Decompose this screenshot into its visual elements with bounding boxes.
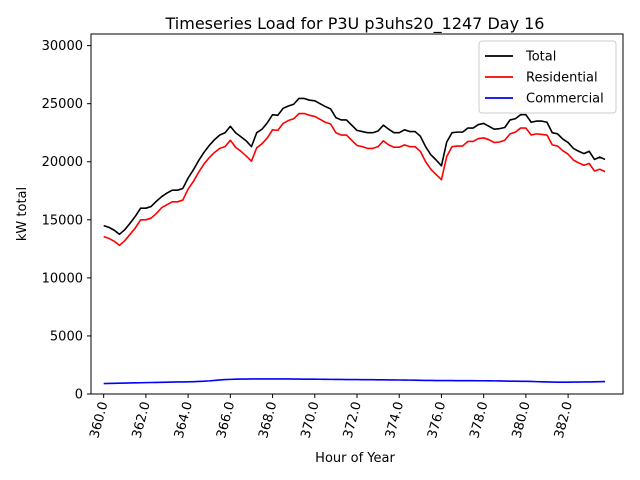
legend-label-commercial: Commercial bbox=[526, 92, 604, 107]
y-tick-label: 10000 bbox=[42, 271, 83, 286]
y-axis-label: kW total bbox=[15, 187, 30, 241]
legend-label-total: Total bbox=[525, 50, 556, 65]
y-tick-label: 20000 bbox=[42, 155, 83, 170]
y-tick-label: 0 bbox=[75, 388, 83, 403]
y-tick-label: 25000 bbox=[42, 97, 83, 112]
chart-title: Timeseries Load for P3U p3uhs20_1247 Day… bbox=[165, 14, 545, 34]
y-tick-label: 30000 bbox=[42, 39, 83, 54]
series-line-residential bbox=[103, 112, 606, 247]
series-line-total bbox=[103, 97, 606, 236]
legend: Total Residential Commercial bbox=[478, 40, 617, 114]
y-tick-label: 15000 bbox=[42, 213, 83, 228]
legend-box bbox=[478, 40, 617, 114]
series-lines bbox=[103, 97, 606, 385]
y-axis: 0 5000 10000 15000 20000 25000 30000 bbox=[42, 39, 91, 403]
x-axis-label: Hour of Year bbox=[315, 451, 395, 466]
y-tick-label: 5000 bbox=[50, 329, 83, 344]
series-line-commercial bbox=[103, 378, 606, 385]
legend-label-residential: Residential bbox=[526, 71, 598, 86]
